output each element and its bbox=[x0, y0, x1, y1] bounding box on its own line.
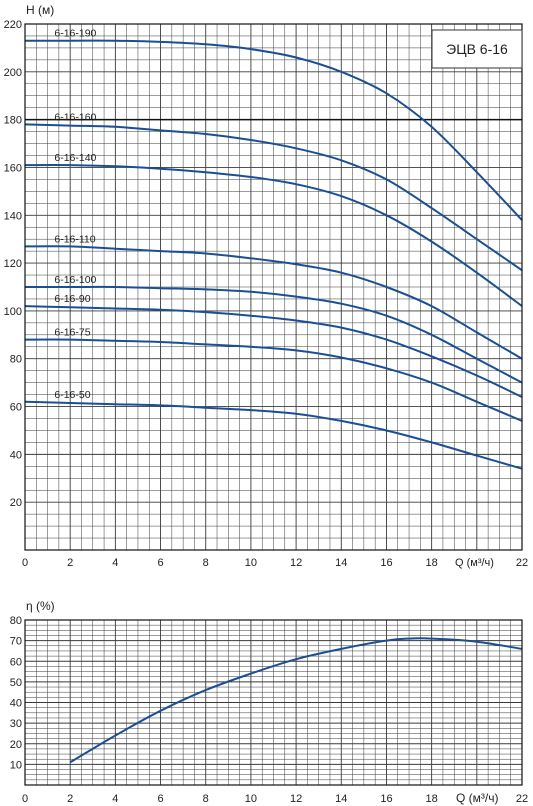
series-line-6-16-110 bbox=[24, 245, 523, 360]
head-chart-frame bbox=[24, 23, 523, 551]
efficiency-chart-grid bbox=[24, 619, 523, 786]
x-tick-label: 14 bbox=[335, 557, 347, 569]
chart-title-box bbox=[431, 29, 523, 69]
series-line-6-16-75 bbox=[24, 338, 523, 422]
series-line-6-16-100 bbox=[25, 285, 523, 384]
head-chart-grid bbox=[24, 23, 523, 551]
chart-title: ЭЦВ 6-16 bbox=[446, 41, 508, 57]
series-label-6-16-140: 6-16-140 bbox=[54, 152, 96, 164]
y-tick-label: 20 bbox=[10, 497, 22, 509]
efficiency-chart-series bbox=[69, 637, 523, 764]
series-line-6-16-50 bbox=[24, 400, 523, 470]
head-chart-series bbox=[24, 39, 523, 470]
series-label-6-16-110: 6-16-110 bbox=[54, 233, 95, 245]
efficiency-curve bbox=[69, 637, 523, 764]
efficiency-chart-ticks: 10 20 30 40 50 60 70 80 0 2 4 6 8 10 12 14 16 18 22 bbox=[10, 615, 528, 805]
head-chart-border bbox=[24, 23, 523, 551]
head-chart-ticks: 20 40 60 80 100 120 140 160 180 200 220 0 2 4 6 8 10 12 14… bbox=[4, 19, 528, 569]
y-tick-label: 80 bbox=[10, 615, 22, 627]
x-tick-label: 16 bbox=[380, 793, 392, 805]
x-tick-label: 10 bbox=[245, 557, 257, 569]
x-tick-label: 18 bbox=[426, 793, 438, 805]
y-tick-label: 60 bbox=[10, 402, 22, 414]
y-tick-label: 200 bbox=[4, 67, 22, 79]
efficiency-chart-border bbox=[24, 619, 523, 786]
series-line-6-16-140 bbox=[24, 164, 523, 307]
x-tick-label: 0 bbox=[22, 793, 28, 805]
y-tick-label: 10 bbox=[10, 759, 22, 771]
x-tick-label: 22 bbox=[516, 793, 528, 805]
x-tick-label: 10 bbox=[245, 793, 257, 805]
x-tick-label: 2 bbox=[67, 793, 73, 805]
x-tick-label: 4 bbox=[112, 557, 118, 569]
x-tick-label: 6 bbox=[157, 793, 163, 805]
y-tick-label: 120 bbox=[4, 258, 22, 270]
y-tick-label: 160 bbox=[4, 162, 22, 174]
x-tick-label: 4 bbox=[112, 793, 118, 805]
x-tick-label: 8 bbox=[203, 793, 209, 805]
series-line-6-16-190 bbox=[24, 39, 523, 221]
y-tick-label: 20 bbox=[10, 739, 22, 751]
head-chart-series-labels: 6-16-190 6-16-160 6-16-140 6-16-110 6-16-100… bbox=[54, 28, 96, 401]
x-tick-label: 2 bbox=[67, 557, 73, 569]
y-tick-label: 220 bbox=[4, 19, 22, 31]
x-tick-label: 6 bbox=[157, 557, 163, 569]
y-tick-label: 180 bbox=[4, 115, 22, 127]
x-tick-label: 22 bbox=[516, 557, 528, 569]
efficiency-chart-frame bbox=[24, 619, 523, 786]
series-label-6-16-75: 6-16-75 bbox=[54, 327, 90, 339]
efficiency-x-axis-label: Q (м³/ч) bbox=[456, 791, 499, 805]
y-tick-label: 40 bbox=[10, 698, 22, 710]
x-tick-label: 18 bbox=[426, 557, 438, 569]
x-tick-label: 0 bbox=[22, 557, 28, 569]
y-tick-label: 140 bbox=[4, 210, 22, 222]
series-label-6-16-90: 6-16-90 bbox=[54, 293, 90, 305]
y-tick-label: 30 bbox=[10, 718, 22, 730]
x-tick-label: 8 bbox=[203, 557, 209, 569]
y-tick-label: 80 bbox=[10, 354, 22, 366]
x-tick-label: 14 bbox=[335, 793, 347, 805]
x-tick-label: 12 bbox=[290, 557, 302, 569]
series-line-6-16-160 bbox=[24, 123, 523, 272]
x-tick-label: 12 bbox=[290, 793, 302, 805]
efficiency-y-axis-label: η (%) bbox=[26, 599, 55, 613]
y-tick-label: 50 bbox=[10, 677, 22, 689]
x-tick-label: 16 bbox=[380, 557, 392, 569]
y-tick-label: 100 bbox=[4, 306, 22, 318]
series-label-6-16-160: 6-16-160 bbox=[54, 111, 96, 123]
series-label-6-16-100: 6-16-100 bbox=[54, 274, 96, 286]
y-tick-label: 40 bbox=[10, 449, 22, 461]
y-tick-label: 70 bbox=[10, 636, 22, 648]
series-label-6-16-190: 6-16-190 bbox=[54, 28, 96, 40]
head-y-axis-label: H (м) bbox=[26, 3, 54, 17]
series-line-6-16-90 bbox=[24, 305, 523, 398]
y-tick-label: 60 bbox=[10, 656, 22, 668]
head-x-axis-label: Q (м³/ч) bbox=[455, 557, 494, 569]
series-label-6-16-50: 6-16-50 bbox=[54, 389, 90, 401]
